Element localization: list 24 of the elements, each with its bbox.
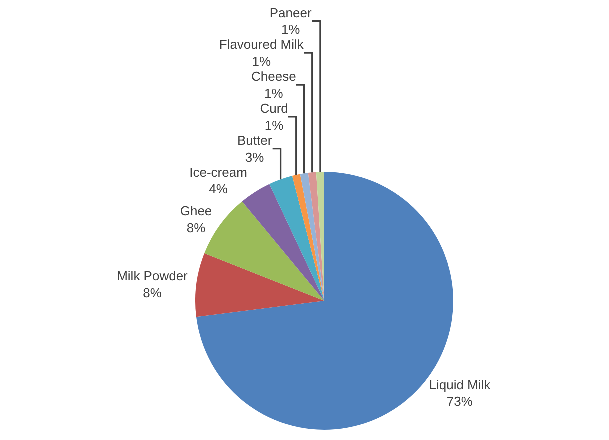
data-label: 1% <box>281 22 301 38</box>
slice-label: Liquid Milk <box>429 377 492 392</box>
slice-label: Ice-cream <box>190 164 248 180</box>
pie-slice <box>308 172 324 301</box>
pie-slice <box>270 176 324 301</box>
data-label: 1% <box>252 54 272 70</box>
data-label: 1% <box>264 118 284 133</box>
slice-label: Paneer <box>270 5 312 20</box>
data-label: 8% <box>186 220 206 236</box>
data-label: 8% <box>143 286 162 301</box>
data-label: 1% <box>264 86 284 101</box>
data-label: 4% <box>209 182 228 197</box>
slice-label: Ghee <box>180 204 212 219</box>
pie-slice <box>196 254 324 318</box>
slice-label: Curd <box>260 100 288 116</box>
data-label: 73% <box>446 394 474 410</box>
data-label: 3% <box>245 150 265 165</box>
slice-label: Flavoured Milk <box>219 37 304 52</box>
pie-slice <box>292 174 324 301</box>
slice-label: Cheese <box>252 69 296 84</box>
slice-label: Milk Powder <box>117 268 189 284</box>
pie-slice <box>242 184 324 301</box>
slice-label: Butter <box>237 132 273 148</box>
pie-slice <box>300 173 324 301</box>
